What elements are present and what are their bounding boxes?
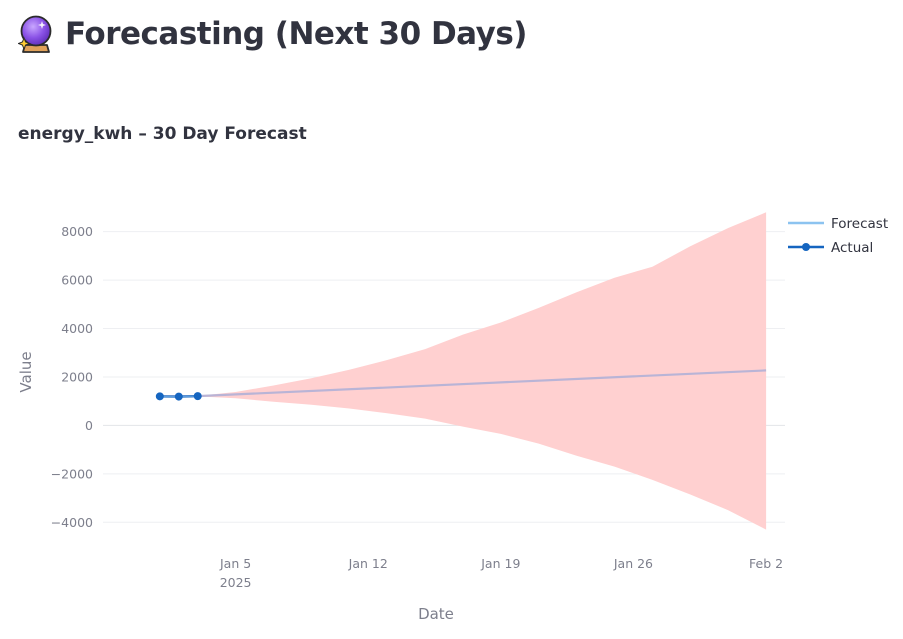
x-tick-label: Jan 5 [219, 556, 251, 571]
x-tick-labels: Jan 5 2025 Jan 12 Jan 19 Jan 26 Feb 2 [219, 556, 783, 590]
x-axis-title: Date [418, 605, 454, 623]
x-tick-sublabel: 2025 [220, 575, 252, 590]
legend-marker [802, 243, 810, 251]
x-tick-label: Feb 2 [749, 556, 783, 571]
actual-point [174, 392, 183, 401]
x-tick-label: Jan 19 [480, 556, 520, 571]
legend-item-actual[interactable]: Actual [788, 240, 873, 256]
page-header: Forecasting (Next 30 Days) [18, 14, 527, 54]
legend-label: Forecast [831, 216, 888, 232]
y-tick-label: 0 [85, 418, 93, 433]
page-title: Forecasting (Next 30 Days) [65, 16, 527, 52]
y-tick-label: 6000 [61, 273, 93, 288]
crystal-ball-icon [18, 15, 52, 53]
x-tick-label: Jan 12 [348, 556, 388, 571]
y-tick-labels: 8000 6000 4000 2000 0 −2000 −4000 [51, 224, 93, 530]
y-axis-title: Value [17, 351, 35, 392]
grid-lines [103, 231, 785, 523]
legend[interactable]: Forecast Actual [788, 216, 888, 256]
y-tick-label: 2000 [61, 369, 93, 384]
legend-item-forecast[interactable]: Forecast [788, 216, 888, 232]
x-tick-label: Jan 26 [613, 556, 653, 571]
y-tick-label: −4000 [51, 515, 93, 530]
chart-title: energy_kwh – 30 Day Forecast [18, 124, 307, 144]
actual-point [155, 392, 164, 401]
y-tick-label: 4000 [61, 321, 93, 336]
actual-point [193, 392, 202, 401]
legend-label: Actual [831, 240, 873, 256]
forecast-confidence-band [197, 212, 767, 530]
y-tick-label: −2000 [51, 466, 93, 481]
series-layer [155, 369, 767, 401]
y-tick-label: 8000 [61, 224, 93, 239]
